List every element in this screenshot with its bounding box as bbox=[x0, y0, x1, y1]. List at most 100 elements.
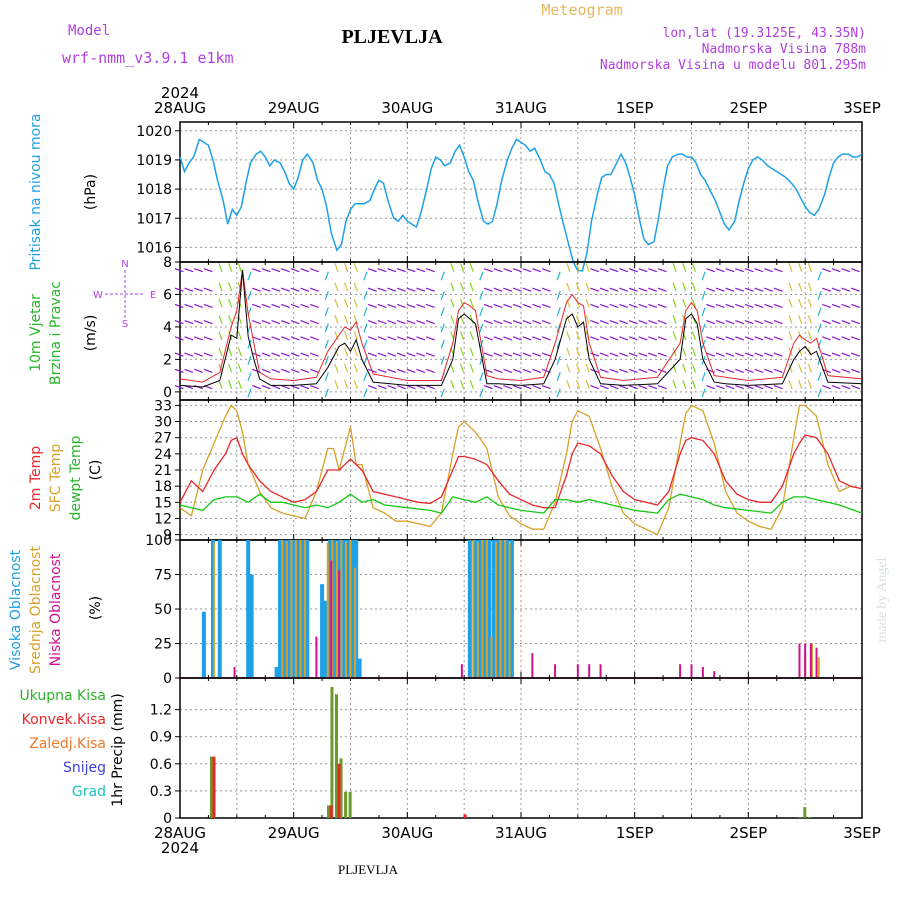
wind-arrow bbox=[735, 303, 744, 309]
wind-arrow bbox=[271, 287, 281, 292]
y-tick-label: 30 bbox=[154, 415, 172, 431]
wind-arrow bbox=[396, 352, 406, 357]
wind-arrow bbox=[648, 320, 658, 325]
wind-arrow bbox=[416, 287, 426, 292]
wind-arrow bbox=[773, 336, 783, 341]
wind-arrow bbox=[512, 268, 522, 273]
wind-arrow bbox=[483, 352, 493, 357]
wind-arrow bbox=[281, 352, 290, 357]
wind-arrow bbox=[261, 368, 271, 373]
wind-arrow bbox=[469, 379, 474, 389]
wind-arrow bbox=[541, 336, 551, 341]
wind-arrow bbox=[648, 268, 658, 273]
wind-arrow bbox=[701, 372, 706, 382]
wind-arrow bbox=[672, 331, 677, 341]
wind-arrow bbox=[353, 282, 358, 292]
wind-arrow bbox=[735, 336, 744, 341]
wind-arrow bbox=[788, 315, 793, 324]
wind-arrow bbox=[503, 336, 513, 341]
wind-arrow bbox=[300, 287, 310, 292]
wind-arrow bbox=[556, 307, 561, 317]
wind-arrow bbox=[599, 287, 609, 292]
wind-arrow bbox=[469, 347, 474, 357]
wind-arrow bbox=[609, 336, 619, 341]
wind-arrow bbox=[281, 287, 290, 292]
sfc-temp-label: SFC Temp bbox=[48, 444, 64, 513]
wind-arrow bbox=[599, 320, 609, 325]
wind-arrow bbox=[609, 287, 619, 292]
wind-arrow bbox=[764, 384, 773, 390]
wind-arrow bbox=[363, 323, 368, 333]
wind-arrow bbox=[701, 388, 706, 398]
wind-arrow bbox=[807, 363, 812, 373]
precip-legend-item: Grad bbox=[72, 784, 106, 800]
wind-arrow bbox=[566, 363, 571, 373]
wind-arrow bbox=[483, 320, 493, 325]
wind-arrow bbox=[691, 263, 697, 272]
wind-arrow bbox=[764, 287, 773, 292]
wind-arrow bbox=[817, 307, 822, 317]
wind-arrow bbox=[459, 363, 465, 373]
wind-arrow bbox=[619, 368, 629, 373]
cloud-bar bbox=[332, 540, 337, 678]
wind-arrow bbox=[416, 268, 426, 273]
wind-vectors bbox=[174, 263, 860, 398]
wind-arrow bbox=[324, 388, 329, 398]
wind-arrow bbox=[261, 384, 271, 390]
wind-arrow bbox=[459, 298, 465, 308]
wind-arrow bbox=[194, 287, 203, 292]
wind-arrow bbox=[691, 379, 697, 389]
wind-arrow bbox=[841, 336, 851, 341]
wind-arrow bbox=[483, 268, 493, 273]
wind-arrow bbox=[682, 347, 687, 357]
wind-arrow bbox=[628, 320, 638, 325]
wind-arrow bbox=[377, 368, 387, 373]
cloud-bar bbox=[505, 540, 510, 678]
wind-arrow bbox=[798, 298, 803, 308]
wind-arrow bbox=[281, 303, 290, 309]
wind-arrow bbox=[310, 352, 319, 357]
wind-arrow bbox=[324, 323, 329, 333]
cloud-bar bbox=[294, 540, 297, 678]
wind-arrow bbox=[261, 303, 271, 309]
cloud-bar bbox=[500, 540, 505, 678]
wind-arrow bbox=[609, 384, 619, 390]
wind-arrow bbox=[218, 379, 223, 389]
wind-arrow bbox=[310, 368, 319, 373]
wind-arrow bbox=[261, 352, 271, 357]
time-tick-top: 28AUG bbox=[154, 99, 206, 117]
wind-arrow bbox=[566, 315, 571, 324]
wind-arrow bbox=[841, 368, 851, 373]
wind-arrow bbox=[773, 384, 783, 390]
cloud-bar bbox=[701, 666, 704, 678]
wind-arrow bbox=[247, 388, 252, 398]
wind-arrow bbox=[773, 268, 783, 273]
wind-arrow bbox=[754, 336, 764, 341]
wind-arrow bbox=[817, 323, 822, 333]
wind-arrow bbox=[228, 298, 233, 308]
cloud-bar bbox=[323, 600, 328, 678]
precip-bar bbox=[212, 756, 216, 818]
wind-arrow bbox=[174, 303, 184, 309]
wind-arrow bbox=[609, 320, 619, 325]
wind-arrow bbox=[532, 287, 542, 292]
y-tick-label: 0 bbox=[163, 385, 172, 401]
wind-arrow bbox=[450, 363, 455, 373]
wind-arrow bbox=[532, 336, 542, 341]
wind-arrow bbox=[822, 320, 831, 325]
wind-arrow bbox=[363, 388, 368, 398]
y-tick-label: 75 bbox=[154, 568, 172, 584]
cloud-bar bbox=[326, 542, 329, 678]
wind-arrow bbox=[450, 282, 455, 292]
wind-arrow bbox=[300, 268, 310, 273]
wind-arrow bbox=[628, 384, 638, 390]
wind-arrow bbox=[387, 287, 397, 292]
wind-arrow bbox=[367, 303, 377, 309]
y-tick-label: 50 bbox=[154, 602, 172, 618]
wind-arrow bbox=[425, 384, 435, 390]
wind-arrow bbox=[585, 315, 590, 324]
wind-arrow bbox=[425, 303, 435, 309]
time-tick-bottom: 30AUG bbox=[381, 824, 433, 842]
wind-arrow bbox=[353, 347, 358, 357]
wind-arrow bbox=[406, 268, 416, 273]
